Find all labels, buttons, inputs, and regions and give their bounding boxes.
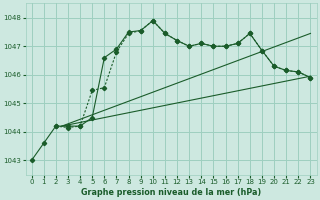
X-axis label: Graphe pression niveau de la mer (hPa): Graphe pression niveau de la mer (hPa) — [81, 188, 261, 197]
